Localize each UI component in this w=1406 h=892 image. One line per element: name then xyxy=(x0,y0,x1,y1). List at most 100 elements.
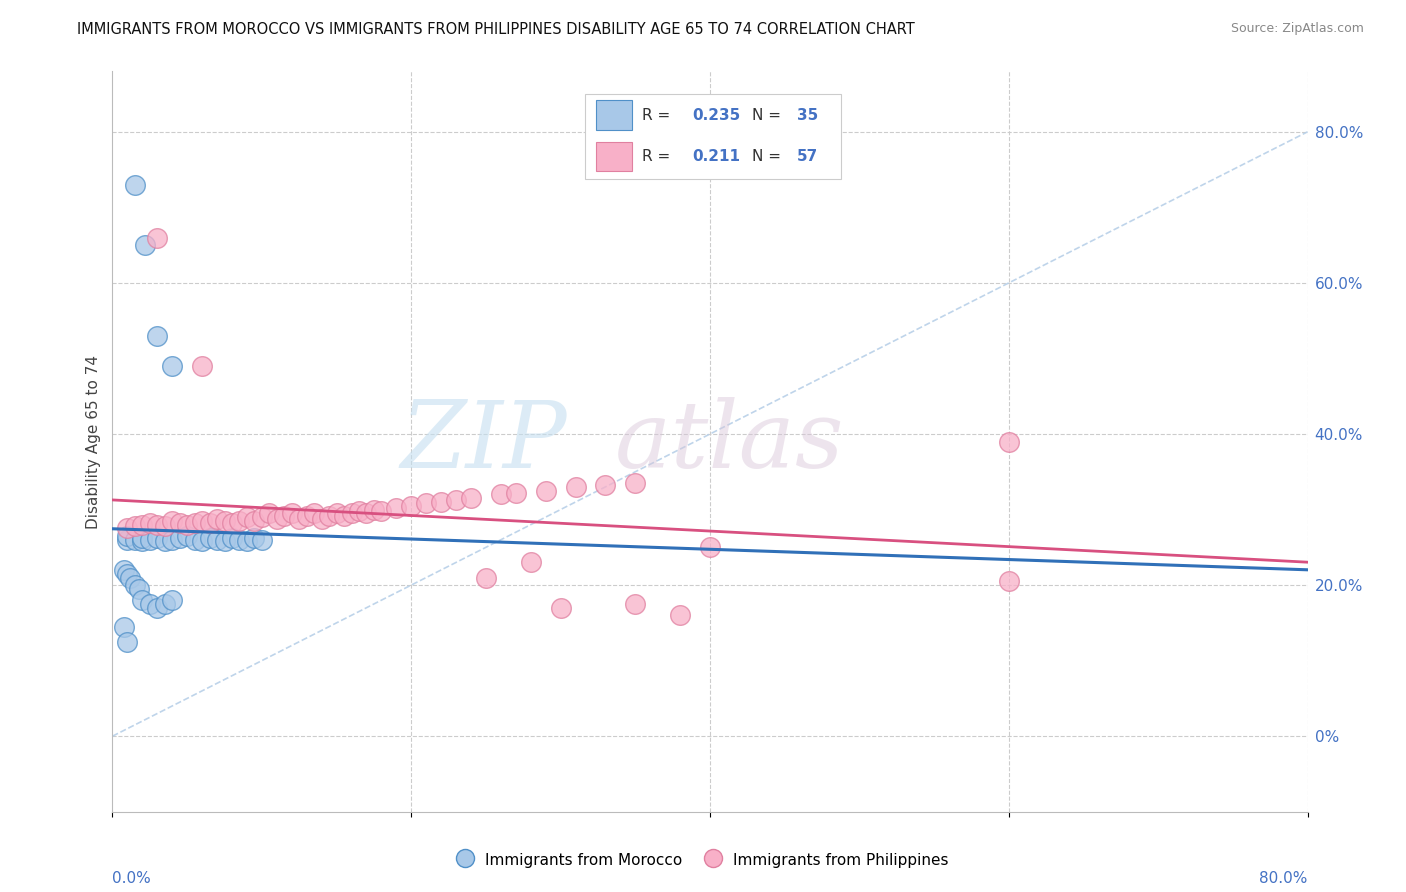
Point xyxy=(250,510,273,524)
Point xyxy=(124,578,146,592)
Point xyxy=(550,600,572,615)
Point xyxy=(131,517,153,532)
Point xyxy=(347,504,370,518)
Point xyxy=(205,511,228,525)
Point xyxy=(363,502,385,516)
Point xyxy=(489,487,512,501)
Text: 57: 57 xyxy=(797,149,818,164)
Point xyxy=(169,531,191,545)
Point xyxy=(385,501,408,516)
Point xyxy=(259,506,281,520)
Point xyxy=(273,508,295,523)
Point xyxy=(117,521,139,535)
Point xyxy=(302,506,325,520)
Text: R =: R = xyxy=(643,149,681,164)
Point xyxy=(146,600,169,615)
Point xyxy=(117,566,139,581)
Point xyxy=(117,634,139,648)
Point xyxy=(117,529,139,543)
Point xyxy=(228,514,250,528)
Point xyxy=(281,506,304,520)
Point xyxy=(401,499,423,513)
Point xyxy=(162,533,183,547)
Point xyxy=(430,495,453,509)
Point xyxy=(131,534,153,549)
Text: 0.235: 0.235 xyxy=(692,108,741,122)
Point xyxy=(295,508,318,523)
Point xyxy=(153,597,176,611)
Point xyxy=(624,476,647,491)
Text: 80.0%: 80.0% xyxy=(1260,871,1308,886)
Text: 0.0%: 0.0% xyxy=(112,871,152,886)
Point xyxy=(415,496,437,510)
Point xyxy=(124,178,146,192)
Point xyxy=(153,519,176,533)
Text: IMMIGRANTS FROM MOROCCO VS IMMIGRANTS FROM PHILIPPINES DISABILITY AGE 65 TO 74 C: IMMIGRANTS FROM MOROCCO VS IMMIGRANTS FR… xyxy=(77,22,915,37)
Point xyxy=(153,534,176,549)
Text: N =: N = xyxy=(752,108,786,122)
Point xyxy=(444,493,467,508)
Point xyxy=(333,508,356,523)
Point xyxy=(236,534,259,549)
Point xyxy=(198,531,221,545)
Point xyxy=(221,516,243,530)
Point xyxy=(191,359,214,373)
Point xyxy=(120,570,142,584)
Point xyxy=(162,514,183,528)
Point xyxy=(221,531,243,545)
Point xyxy=(117,533,139,547)
FancyBboxPatch shape xyxy=(596,142,633,171)
Point xyxy=(266,511,288,525)
Point xyxy=(520,556,543,570)
Point xyxy=(356,506,378,520)
Point xyxy=(699,541,721,555)
Point xyxy=(595,478,617,492)
Point xyxy=(124,519,146,533)
Point xyxy=(243,514,266,528)
Point xyxy=(564,480,586,494)
Point xyxy=(176,529,198,543)
FancyBboxPatch shape xyxy=(596,100,633,130)
Point xyxy=(146,230,169,244)
Y-axis label: Disability Age 65 to 74: Disability Age 65 to 74 xyxy=(86,354,101,529)
Point xyxy=(183,516,205,530)
Text: R =: R = xyxy=(643,108,675,122)
Point xyxy=(191,514,214,528)
Point xyxy=(624,597,647,611)
Point xyxy=(325,506,347,520)
Point xyxy=(214,514,236,528)
Point xyxy=(139,597,162,611)
Point xyxy=(162,359,183,373)
Point xyxy=(191,534,214,549)
Point xyxy=(128,582,150,596)
Point xyxy=(318,508,340,523)
Point xyxy=(998,434,1021,449)
Point xyxy=(460,491,482,506)
Point xyxy=(169,516,191,530)
Point xyxy=(139,516,162,530)
Point xyxy=(370,504,392,518)
Point xyxy=(250,533,273,547)
Point xyxy=(146,328,169,343)
Point xyxy=(134,238,156,252)
Point xyxy=(131,593,153,607)
Point xyxy=(236,510,259,524)
Point xyxy=(288,511,311,525)
Point xyxy=(146,517,169,532)
Point xyxy=(205,533,228,547)
Legend: Immigrants from Morocco, Immigrants from Philippines: Immigrants from Morocco, Immigrants from… xyxy=(451,845,955,875)
Text: Source: ZipAtlas.com: Source: ZipAtlas.com xyxy=(1230,22,1364,36)
Point xyxy=(162,593,183,607)
Point xyxy=(131,531,153,545)
Point xyxy=(243,531,266,545)
Point xyxy=(340,506,363,520)
Point xyxy=(139,533,162,547)
Text: 0.211: 0.211 xyxy=(692,149,740,164)
Point xyxy=(505,486,527,500)
Point xyxy=(146,531,169,545)
Point xyxy=(183,533,205,547)
Point xyxy=(311,511,333,525)
Point xyxy=(176,517,198,532)
Point xyxy=(534,483,557,498)
Point xyxy=(669,608,692,623)
